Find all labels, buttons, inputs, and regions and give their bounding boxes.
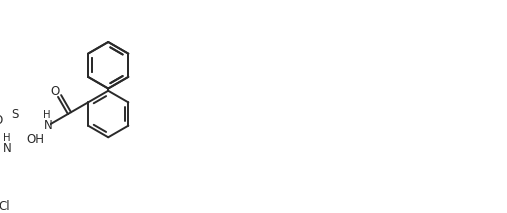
Text: S: S — [11, 108, 18, 121]
Text: O: O — [51, 85, 60, 98]
Text: Cl: Cl — [0, 200, 10, 213]
Text: H: H — [3, 133, 11, 143]
Text: N: N — [3, 142, 12, 155]
Text: N: N — [44, 119, 52, 132]
Text: OH: OH — [27, 132, 45, 145]
Text: O: O — [0, 114, 3, 127]
Text: H: H — [43, 110, 51, 120]
